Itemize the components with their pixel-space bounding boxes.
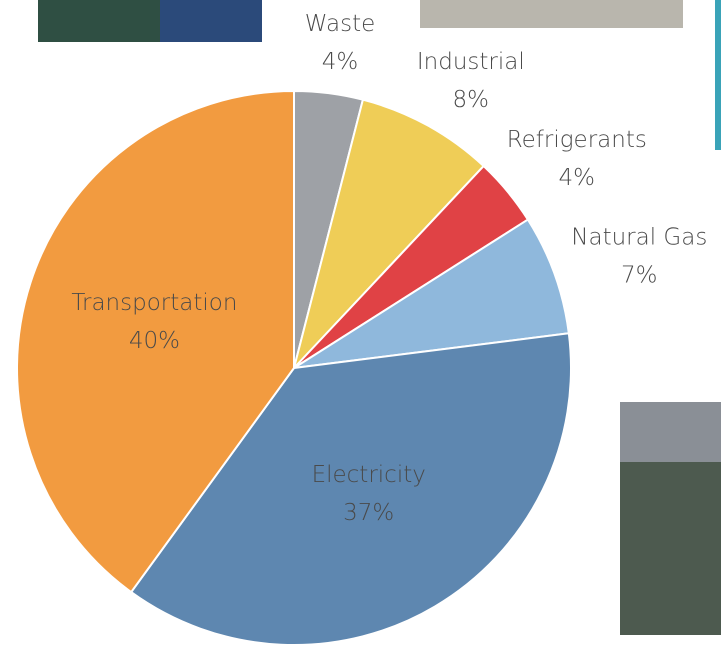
- slice-value-label: 4%: [559, 165, 596, 191]
- photo: [620, 402, 721, 462]
- slice: [293, 218, 570, 369]
- background-photos: [38, 0, 721, 635]
- slice-label: Transportation: [71, 290, 237, 316]
- pie: Waste 4% Industrial 8% Refrigerants 4% Natural…: [16, 11, 707, 646]
- slice: [293, 98, 486, 369]
- photo: [160, 0, 262, 42]
- slice-value-label: 4%: [322, 49, 359, 75]
- slice-value-label: 7%: [621, 263, 658, 289]
- slice: [129, 332, 572, 646]
- slice-label: Natural Gas: [571, 225, 707, 251]
- slice-label: Refrigerants: [507, 127, 647, 153]
- slice-value-label: 37%: [343, 500, 394, 526]
- slice-label: Industrial: [417, 49, 525, 75]
- slice: [16, 89, 295, 594]
- slice-value-label: 40%: [129, 328, 180, 354]
- slice-value-label: 8%: [453, 87, 490, 113]
- photo: [715, 0, 721, 150]
- slice-label: Waste: [305, 11, 376, 37]
- slice-label: Electricity: [312, 462, 426, 488]
- photo: [420, 0, 683, 28]
